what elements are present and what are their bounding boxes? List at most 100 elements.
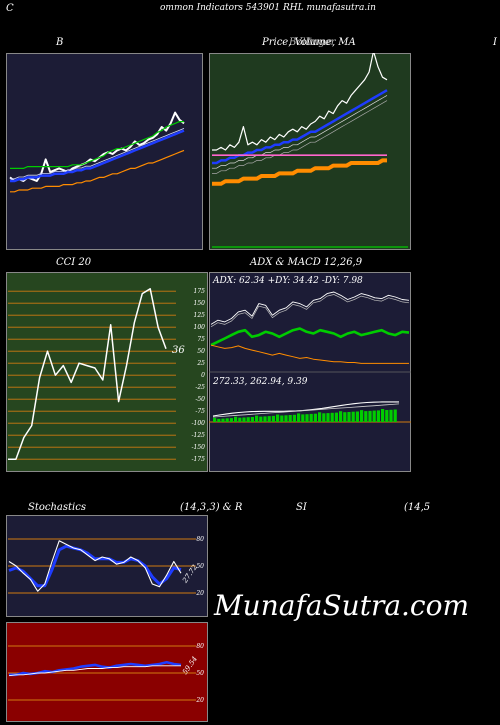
macd-histogram-bar [389, 409, 393, 422]
panel-background [209, 53, 411, 250]
macd-histogram-bar [322, 413, 326, 422]
macd-histogram-bar [355, 411, 359, 422]
macd-histogram-bar [368, 410, 372, 422]
cci-panel: 175 150 125 100 75 50 25 0 -25 -50 -75 -100 -125 -150… [6, 272, 208, 472]
cci-chart: 175 150 125 100 75 50 25 0 -25 -50 -75 -100 -125 -150… [6, 272, 208, 472]
price-close-line [212, 53, 388, 151]
macd-histogram-bar [347, 412, 351, 422]
macd-histogram-bar [250, 417, 254, 422]
macd-histogram-bar [221, 418, 225, 422]
macd-histogram-bar [213, 417, 217, 422]
watermark: MunafaSutra.com [214, 589, 470, 622]
macd-histogram-bar [360, 410, 364, 422]
cci-tick-label: 125 [194, 312, 206, 319]
macd-histogram-bar [234, 416, 238, 422]
macd-histogram-bar [351, 411, 355, 422]
rsi-tick-label: 80 [196, 643, 204, 650]
lower-band-line [10, 149, 185, 193]
cci-tick-label: -25 [195, 384, 205, 391]
macd-histogram-bar [238, 417, 242, 422]
macd-histogram-bar [364, 411, 368, 422]
rsi-params: (14,5 [404, 502, 431, 513]
macd-histogram-bar [280, 415, 284, 422]
macd-histogram-bar [372, 410, 376, 422]
panel-background [6, 53, 203, 250]
macd-histogram-bar [385, 410, 389, 422]
macd-histogram-bar [313, 413, 317, 422]
stoch-k-line [8, 540, 182, 592]
cci-tick-label: 175 [194, 288, 206, 295]
macd-histogram-bar [376, 410, 380, 422]
stoch-panel: 80 50 20 27.72 [6, 515, 208, 617]
bollinger-chart [6, 53, 203, 250]
minus-dy-line [210, 344, 409, 364]
macd-values-label: 272.33, 262.94, 9.39 [212, 377, 308, 387]
rsi-panel: 80 50 20 59.54 [6, 622, 208, 722]
plus-dy-line-shadow [210, 294, 410, 328]
right-edge-letter: I [493, 37, 497, 48]
stoch-title: Stochastics [28, 502, 86, 513]
macd-histogram-bar [267, 416, 271, 422]
adx-values-label: ADX: 62.34 +DY: 34.42 -DY: 7.98 [212, 276, 363, 286]
macd-histogram-bar [263, 416, 267, 422]
macd-histogram-bar [326, 413, 330, 422]
macd-histogram-bar [305, 414, 309, 422]
cci-tick-label: -125 [192, 432, 206, 439]
price-ma-chart [209, 53, 411, 250]
cci-tick-label: -150 [192, 444, 206, 451]
stoch-tick-label: 50 [196, 563, 204, 570]
adx-line [210, 327, 410, 347]
cci-title: CCI 20 [56, 257, 92, 268]
bollinger-panel [6, 53, 203, 250]
page-subtitle: ommon Indicators 543901 RHL munafasutra.… [160, 3, 376, 13]
rsi-title: SI [296, 502, 307, 513]
macd-histogram-bar [255, 415, 259, 422]
macd-signal-line [212, 403, 400, 418]
rsi-signal-line [8, 665, 181, 677]
macd-histogram-bar [330, 412, 334, 422]
panel-background [6, 272, 208, 472]
cci-tick-label: -100 [192, 420, 206, 427]
macd-histogram-bar [297, 413, 301, 422]
macd-histogram-bar [318, 412, 322, 422]
header-letter: C [6, 3, 14, 14]
rsi-tick-label: 50 [196, 670, 204, 677]
plus-dy-line [210, 291, 410, 325]
macd-histogram-bar [246, 417, 250, 422]
macd-histogram-bar [229, 418, 233, 422]
cci-tick-label: 0 [201, 372, 205, 379]
cci-tick-label: -50 [195, 396, 205, 403]
macd-histogram-bar [271, 415, 275, 422]
macd-histogram-bar [381, 409, 385, 422]
macd-histogram-bar [225, 418, 229, 422]
cci-tick-label: 25 [196, 360, 205, 367]
macd-histogram-bar [339, 411, 343, 422]
cci-tick-label: 100 [194, 324, 206, 331]
cci-tick-label: 50 [197, 348, 205, 355]
adx-macd-title: ADX & MACD 12,26,9 [250, 257, 363, 268]
price-ma-title: Price, Volume, MA [262, 37, 356, 48]
macd-histogram-bar [343, 412, 347, 422]
stoch-d-line [8, 544, 182, 588]
cci-tick-label: 75 [197, 336, 205, 343]
adx-macd-panel: ADX: 62.34 +DY: 34.42 -DY: 7.98 272.33, 2… [209, 272, 411, 472]
macd-histogram-bar [334, 412, 338, 422]
macd-histogram-bar [301, 414, 305, 422]
bollinger-overlay-title: Bollinger [289, 37, 336, 48]
middle-band-edge [10, 128, 185, 180]
macd-histogram-bar [259, 416, 263, 422]
cci-tick-label: -175 [192, 456, 206, 463]
cci-last-value: 36 [172, 345, 185, 356]
upper-band-line [10, 120, 184, 170]
cci-tick-label: -75 [195, 408, 205, 415]
macd-histogram-bar [292, 414, 296, 422]
ma-line-orange [212, 158, 387, 186]
rsi-tick-label: 20 [195, 697, 204, 704]
bollinger-title: B [56, 37, 64, 48]
stoch-tick-label: 20 [195, 590, 204, 597]
cci-line [8, 288, 167, 460]
macd-histogram-bar [393, 409, 397, 422]
stoch-tick-label: 80 [196, 536, 204, 543]
